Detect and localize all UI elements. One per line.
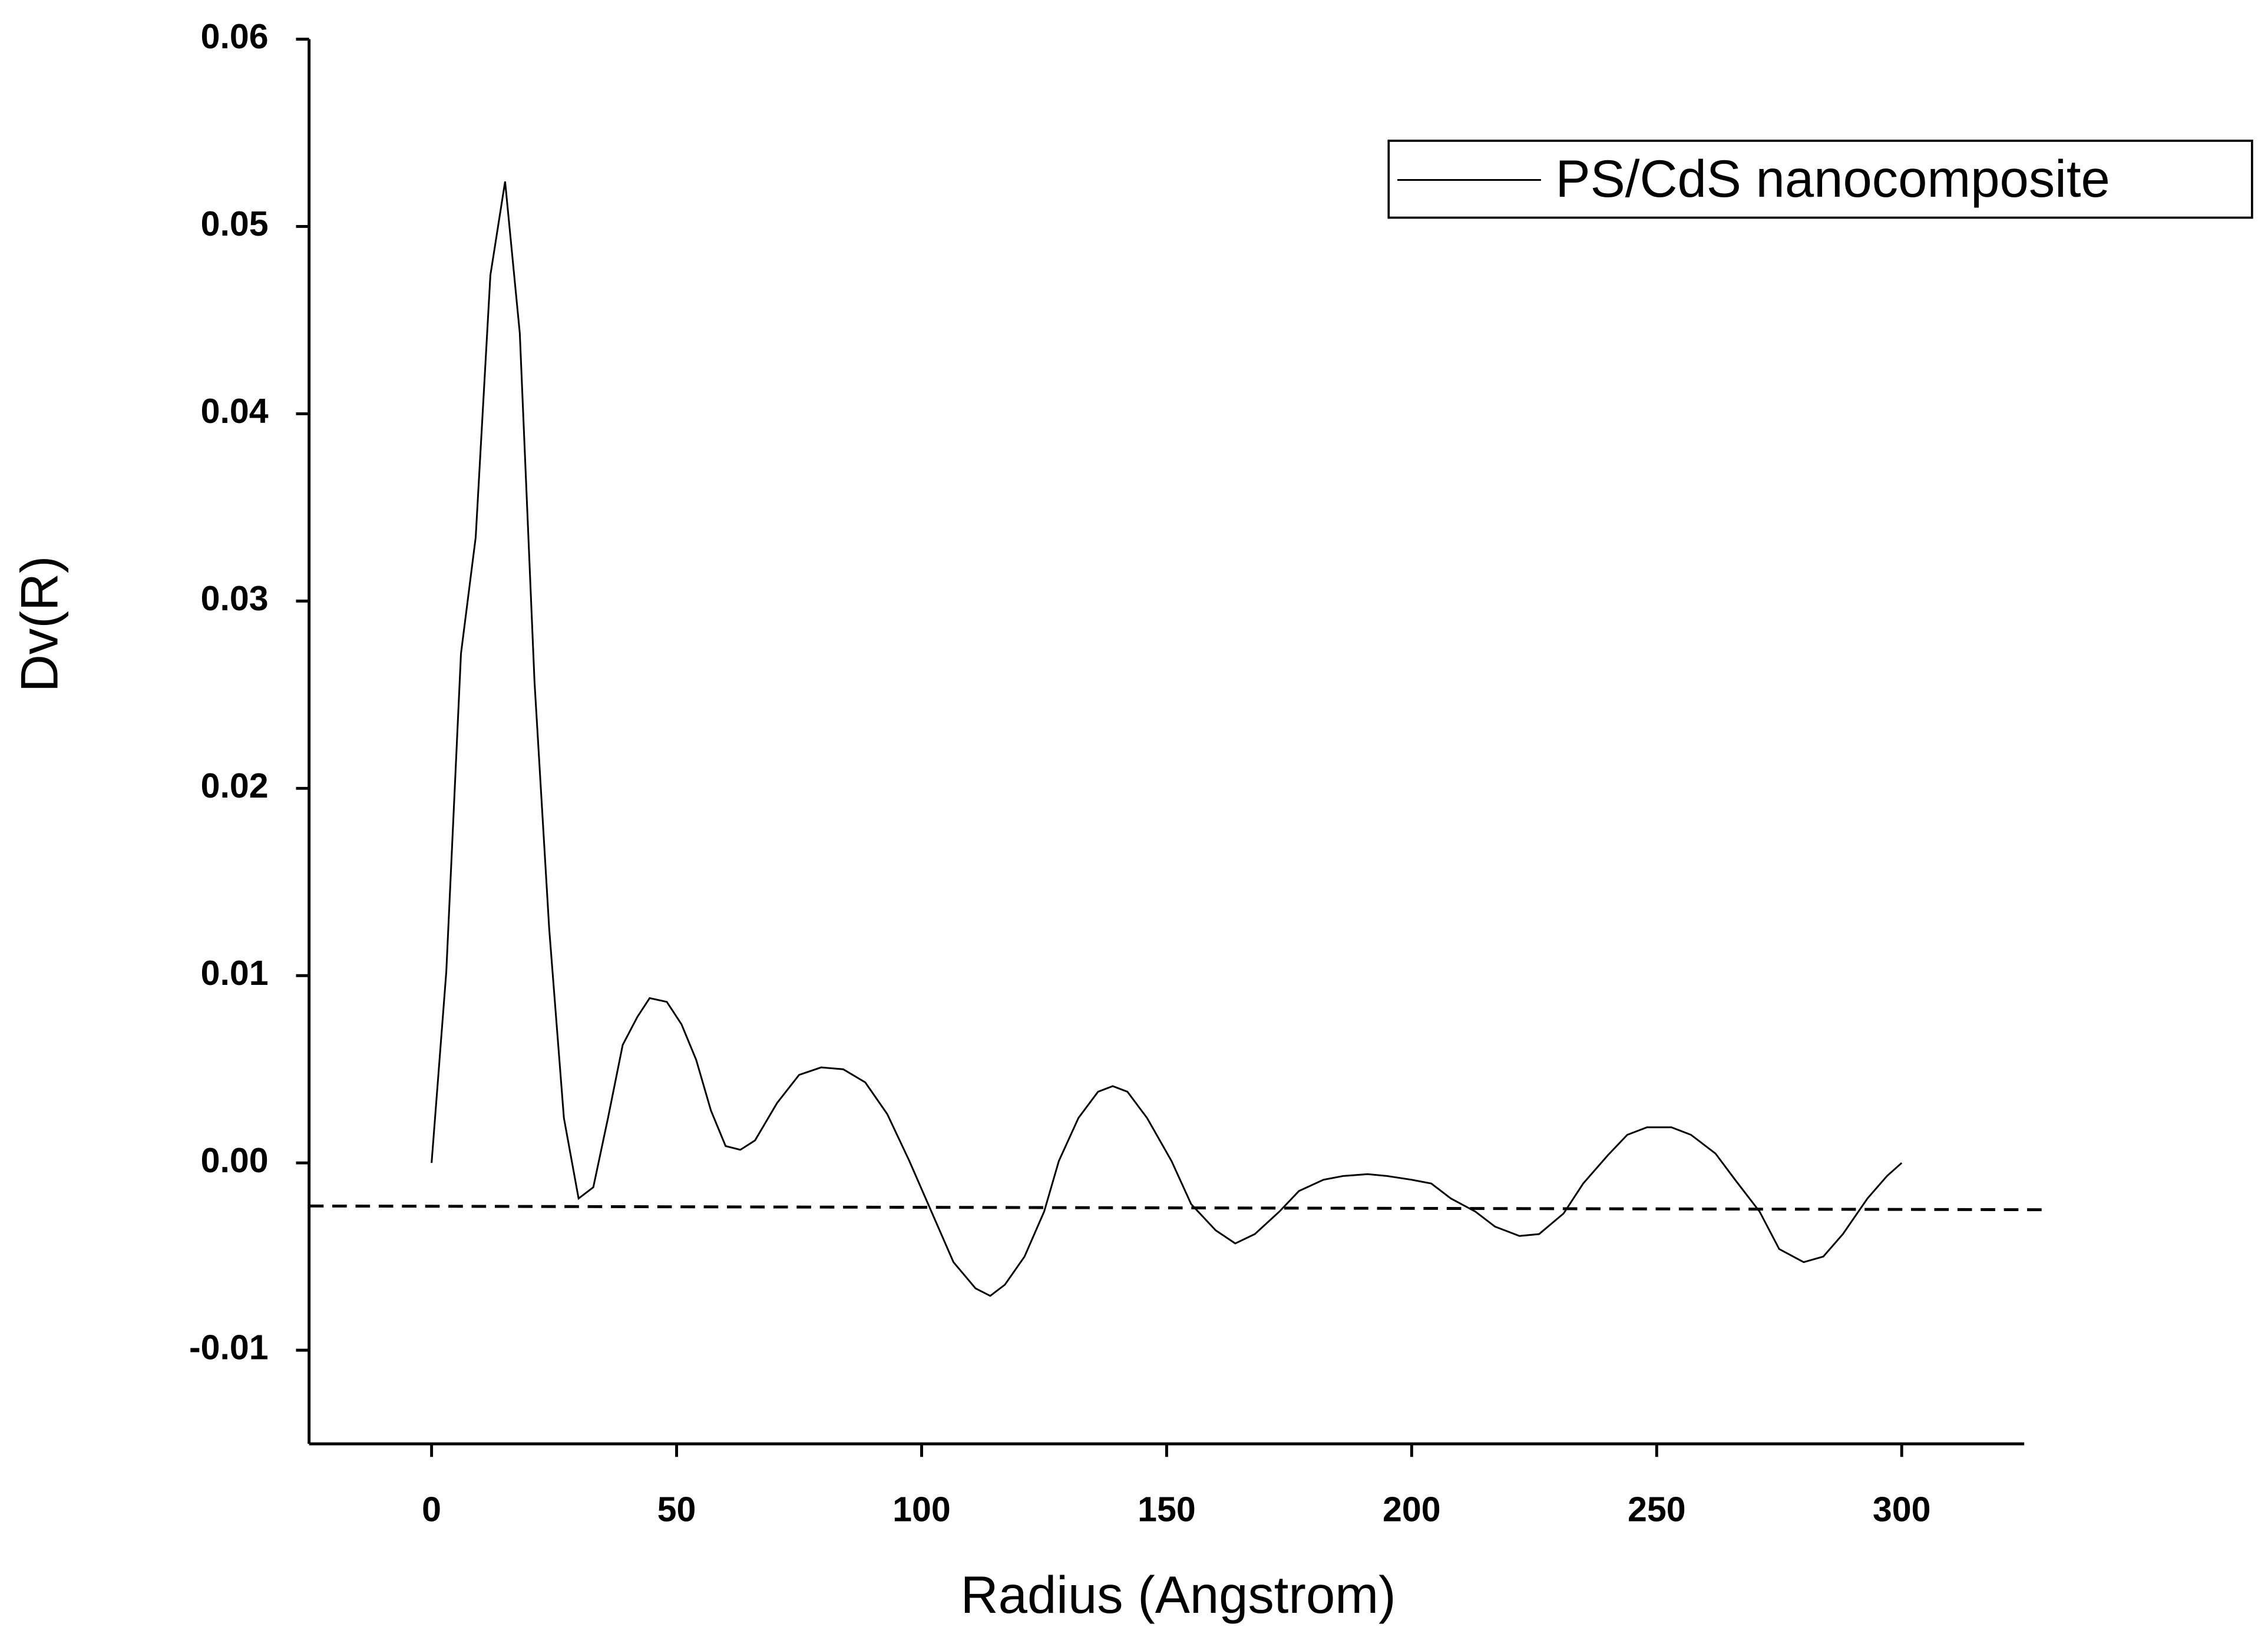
y-tick-label: 0.06: [201, 16, 269, 56]
x-axis-title: Radius (Angstrom): [961, 1566, 1396, 1624]
x-tick-label: 150: [1138, 1490, 1196, 1529]
y-tick-label: -0.01: [189, 1328, 269, 1367]
x-tick-label: 200: [1383, 1490, 1441, 1529]
y-axis-title: Dv(R): [10, 556, 68, 692]
legend: PS/CdS nanocomposite: [1387, 140, 2253, 219]
y-tick-label: 0.03: [201, 578, 269, 618]
line-series: [309, 1204, 2044, 1212]
y-tick-label: 0.00: [201, 1140, 269, 1180]
y-tick-label: 0.04: [201, 391, 269, 431]
x-tick-label: 0: [422, 1490, 441, 1529]
x-tick-label: 100: [892, 1490, 951, 1529]
x-tick-label: 250: [1628, 1490, 1686, 1529]
x-tick-label: 300: [1873, 1490, 1931, 1529]
x-tick-label: 50: [657, 1490, 696, 1529]
y-tick-label: 0.01: [201, 953, 269, 993]
legend-label: PS/CdS nanocomposite: [1556, 150, 2110, 208]
y-tick-label: 0.05: [201, 204, 269, 243]
y-tick-label: 0.02: [201, 766, 269, 805]
line-series: [431, 181, 1903, 1297]
